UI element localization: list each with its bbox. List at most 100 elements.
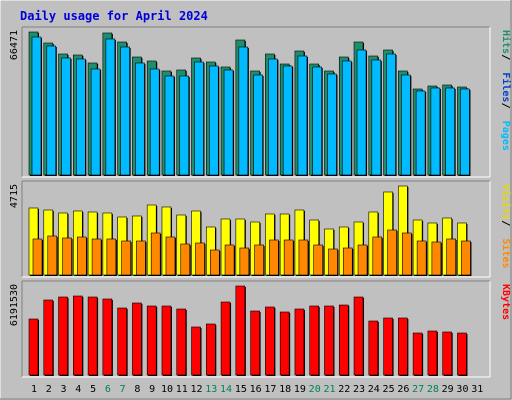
x-tick-7: 7 bbox=[120, 384, 126, 395]
bar-pages-day-13 bbox=[208, 65, 219, 176]
bar-pages-day-18 bbox=[282, 65, 293, 176]
x-tick-5: 5 bbox=[90, 384, 96, 395]
bar-kbytes-day-15 bbox=[235, 285, 246, 376]
panel-kbytes-max-label: 6191530 bbox=[9, 284, 20, 326]
bar-sites-day-24 bbox=[372, 236, 383, 276]
bar-sites-day-11 bbox=[180, 243, 191, 276]
x-tick-16: 16 bbox=[250, 384, 262, 395]
bar-sites-day-8 bbox=[136, 240, 146, 276]
x-tick-3: 3 bbox=[61, 384, 67, 395]
bar-sites-day-20 bbox=[313, 244, 324, 276]
x-tick-25: 25 bbox=[383, 384, 395, 395]
bar-sites-day-29 bbox=[446, 238, 456, 276]
bar-kbytes-day-22 bbox=[338, 304, 349, 376]
x-tick-17: 17 bbox=[264, 384, 276, 395]
x-tick-2: 2 bbox=[46, 384, 52, 395]
bar-pages-day-12 bbox=[194, 61, 204, 176]
bar-pages-day-16 bbox=[253, 74, 263, 176]
bar-sites-day-1 bbox=[32, 238, 43, 276]
x-tick-23: 23 bbox=[353, 384, 365, 395]
bar-pages-day-10 bbox=[164, 75, 175, 176]
panel-hits-legend: Hits / Files / Pages bbox=[500, 30, 512, 151]
x-tick-15: 15 bbox=[235, 384, 247, 395]
bar-pages-day-11 bbox=[179, 75, 190, 176]
bar-kbytes-day-21 bbox=[324, 305, 334, 376]
panel-visits: 4715 Visits / Sites bbox=[9, 180, 512, 278]
bar-pages-day-24 bbox=[371, 59, 382, 176]
bar-sites-day-14 bbox=[224, 244, 235, 276]
bar-sites-day-18 bbox=[283, 239, 294, 276]
x-tick-28: 28 bbox=[427, 384, 439, 395]
bar-sites-day-2 bbox=[47, 235, 58, 276]
x-tick-27: 27 bbox=[412, 384, 424, 395]
x-tick-1: 1 bbox=[31, 384, 37, 395]
x-tick-26: 26 bbox=[397, 384, 409, 395]
x-tick-18: 18 bbox=[279, 384, 291, 395]
bar-pages-day-23 bbox=[356, 49, 367, 176]
bar-pages-day-7 bbox=[120, 46, 130, 176]
legend-files: Files bbox=[500, 72, 512, 102]
bar-pages-day-27 bbox=[415, 90, 426, 176]
bar-sites-day-3 bbox=[62, 237, 72, 276]
bar-sites-day-13 bbox=[209, 249, 220, 276]
x-tick-11: 11 bbox=[176, 384, 188, 395]
x-tick-29: 29 bbox=[442, 384, 454, 395]
panel-kbytes: 6191530 KBytes bbox=[9, 280, 511, 378]
bar-sites-day-23 bbox=[357, 244, 368, 276]
bar-kbytes-day-16 bbox=[250, 310, 260, 376]
bar-kbytes-day-14 bbox=[220, 301, 231, 376]
bar-kbytes-day-3 bbox=[58, 296, 68, 376]
bar-kbytes-day-19 bbox=[294, 308, 305, 376]
bar-kbytes-day-12 bbox=[191, 326, 201, 376]
bar-pages-day-25 bbox=[386, 53, 396, 176]
bar-pages-day-21 bbox=[327, 73, 337, 176]
bar-sites-day-21 bbox=[328, 248, 338, 276]
legend-pages: Pages bbox=[500, 121, 511, 151]
x-tick-22: 22 bbox=[338, 384, 350, 395]
bar-kbytes-day-9 bbox=[146, 305, 157, 376]
bar-sites-day-16 bbox=[254, 244, 264, 276]
bar-sites-day-17 bbox=[269, 239, 279, 276]
x-tick-21: 21 bbox=[323, 384, 335, 395]
bar-pages-day-15 bbox=[238, 46, 249, 176]
bar-kbytes-day-13 bbox=[205, 323, 216, 376]
bar-sites-day-9 bbox=[150, 232, 161, 276]
legend-hits: Hits bbox=[500, 30, 512, 54]
bar-pages-day-6 bbox=[105, 38, 116, 176]
bar-sites-day-22 bbox=[342, 247, 353, 276]
bar-kbytes-day-8 bbox=[132, 302, 142, 376]
bar-pages-day-14 bbox=[223, 69, 234, 176]
bar-kbytes-day-1 bbox=[28, 318, 39, 376]
bar-kbytes-day-18 bbox=[279, 311, 290, 376]
bar-pages-day-4 bbox=[76, 58, 86, 176]
x-tick-31: 31 bbox=[471, 384, 483, 395]
bar-kbytes-day-5 bbox=[87, 296, 98, 376]
bar-kbytes-day-2 bbox=[43, 299, 54, 376]
x-tick-8: 8 bbox=[134, 384, 140, 395]
legend-sites: Sites bbox=[500, 238, 512, 268]
bar-sites-day-27 bbox=[416, 240, 427, 276]
bar-sites-day-10 bbox=[165, 236, 176, 276]
legend-separator: / bbox=[500, 103, 511, 109]
bar-pages-day-29 bbox=[445, 87, 455, 176]
bar-sites-day-7 bbox=[121, 240, 131, 276]
bar-pages-day-20 bbox=[312, 66, 323, 176]
bar-kbytes-day-27 bbox=[412, 332, 423, 376]
bar-kbytes-day-11 bbox=[176, 308, 187, 376]
bar-kbytes-day-4 bbox=[73, 295, 83, 376]
bar-sites-day-30 bbox=[461, 240, 471, 276]
bar-kbytes-day-30 bbox=[457, 332, 467, 376]
x-tick-6: 6 bbox=[105, 384, 111, 395]
bar-sites-day-6 bbox=[106, 238, 117, 276]
bar-kbytes-day-24 bbox=[368, 320, 379, 376]
bar-pages-day-26 bbox=[401, 74, 411, 176]
bar-kbytes-day-20 bbox=[309, 305, 320, 376]
panel-visits-legend: Visits / Sites bbox=[500, 184, 512, 269]
x-tick-24: 24 bbox=[368, 384, 380, 395]
x-tick-14: 14 bbox=[220, 384, 232, 395]
x-tick-19: 19 bbox=[294, 384, 306, 395]
legend-separator: / bbox=[500, 54, 511, 60]
bar-pages-day-30 bbox=[460, 88, 470, 176]
x-tick-10: 10 bbox=[161, 384, 173, 395]
bar-kbytes-day-25 bbox=[383, 317, 393, 376]
